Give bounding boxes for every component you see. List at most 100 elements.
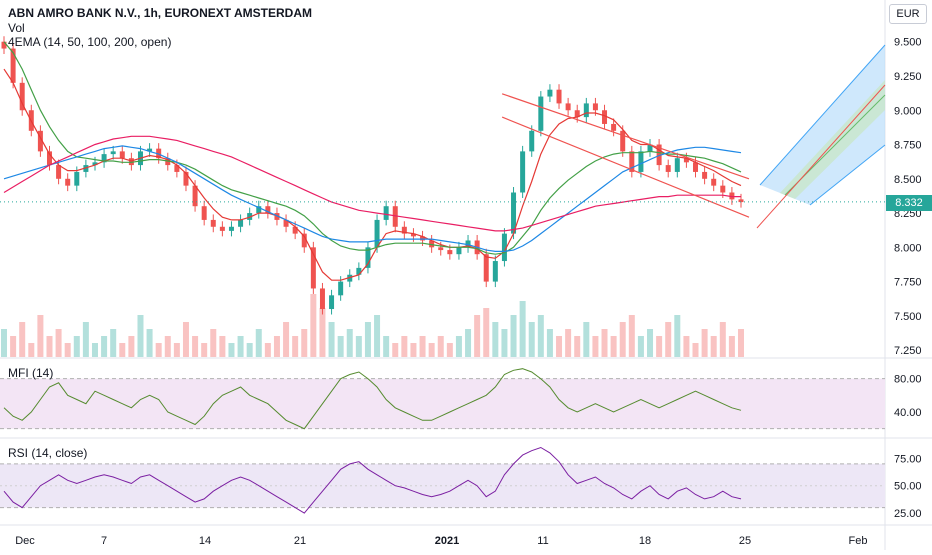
mfi-line (3, 368, 742, 430)
candle-body (19, 82, 25, 111)
candle-body (693, 162, 699, 172)
volume-bar (537, 315, 544, 357)
volume-bar (492, 322, 499, 357)
candle-body (101, 154, 107, 163)
y-tick-label: 7.250 (894, 345, 922, 357)
volume-bar (64, 343, 71, 357)
volume-bar (528, 322, 535, 357)
candle-body (738, 199, 744, 203)
volume-bar (210, 329, 217, 357)
volume-bar (292, 336, 299, 357)
candle-body (592, 103, 598, 111)
candle-body (10, 48, 16, 83)
candle-body (356, 267, 362, 275)
volume-bar (255, 329, 262, 357)
candle-body (665, 165, 671, 172)
volume-bar (610, 336, 617, 357)
candle-body (46, 151, 52, 166)
volume-bar (319, 308, 326, 357)
candle-body (702, 171, 708, 179)
projection-trigger-line (756, 84, 886, 229)
volume-bar (73, 336, 80, 357)
candle-body (511, 192, 517, 234)
volume-bar (173, 343, 180, 357)
volume-bar (674, 315, 681, 357)
candle-body (210, 219, 216, 227)
x-tick-label: 7 (101, 535, 107, 547)
candle-body (574, 110, 580, 118)
candle-body (729, 192, 735, 200)
candle-body (401, 226, 407, 234)
volume-bar (228, 343, 235, 357)
volume-bar (110, 329, 117, 357)
y-tick-label: 7.750 (894, 277, 922, 289)
volume-bar (237, 336, 244, 357)
volume-bar (91, 343, 98, 357)
currency-button[interactable]: EUR (889, 4, 927, 24)
candle-body (301, 233, 307, 248)
candle-body (674, 158, 680, 172)
candle-body (228, 226, 234, 231)
candle-body (447, 250, 453, 255)
x-tick-label: 21 (294, 535, 306, 547)
ema-label: 4EMA (14, 50, 100, 200, open) (8, 35, 172, 49)
volume-bar (719, 322, 726, 357)
volume-bar (273, 336, 280, 357)
volume-bar (392, 343, 399, 357)
volume-bar (410, 343, 417, 357)
projection-channel (760, 45, 885, 205)
volume-bar (164, 336, 171, 357)
y-tick-label: 8.500 (894, 174, 922, 186)
candle-body (265, 206, 271, 214)
volume-bar (683, 336, 690, 357)
candle-body (347, 274, 353, 282)
candle-body (238, 219, 244, 227)
candle-body (219, 226, 225, 231)
candle-body (711, 178, 717, 186)
volume-bar (28, 343, 35, 357)
candle-body (465, 240, 471, 248)
x-tick-label: 18 (639, 535, 651, 547)
candle-body (374, 219, 380, 248)
volume-bar (201, 343, 208, 357)
volume-bar (692, 343, 699, 357)
symbol-title: ABN AMRO BANK N.V., 1h, EURONEXT AMSTERD… (8, 6, 313, 20)
ema-line (3, 68, 742, 281)
volume-bar (628, 315, 635, 357)
candle-body (119, 151, 125, 159)
candle-body (274, 213, 280, 220)
candle-body (92, 162, 98, 166)
volume-bar (556, 336, 563, 357)
volume-bar (601, 329, 608, 357)
volume-bar (647, 329, 654, 357)
volume-bar (128, 336, 135, 357)
candle-body (638, 151, 644, 172)
candle-body (602, 110, 608, 124)
candle-body (538, 96, 544, 131)
volume-bar (219, 336, 226, 357)
candle-body (520, 151, 526, 193)
candle-body (65, 178, 71, 186)
candle-body (183, 171, 189, 186)
candle-body (365, 247, 371, 268)
volume-bar (55, 329, 62, 357)
candle-body (529, 130, 535, 152)
candle-body (629, 151, 635, 172)
volume-bar (446, 343, 453, 357)
y-tick-label: 8.000 (894, 242, 922, 254)
y-tick-label: 8.250 (894, 208, 922, 220)
candle-body (556, 89, 562, 104)
volume-bar (264, 343, 271, 357)
volume-bar (574, 336, 581, 357)
mfi-tick-label: 80.00 (894, 374, 922, 386)
volume-bar (328, 322, 335, 357)
candle-body (319, 288, 325, 310)
candle-body (483, 254, 489, 282)
candle-body (292, 226, 298, 234)
volume-bar (738, 329, 744, 357)
volume-bar (592, 336, 599, 357)
volume-bar (192, 336, 199, 357)
x-tick-label: 11 (537, 535, 548, 547)
